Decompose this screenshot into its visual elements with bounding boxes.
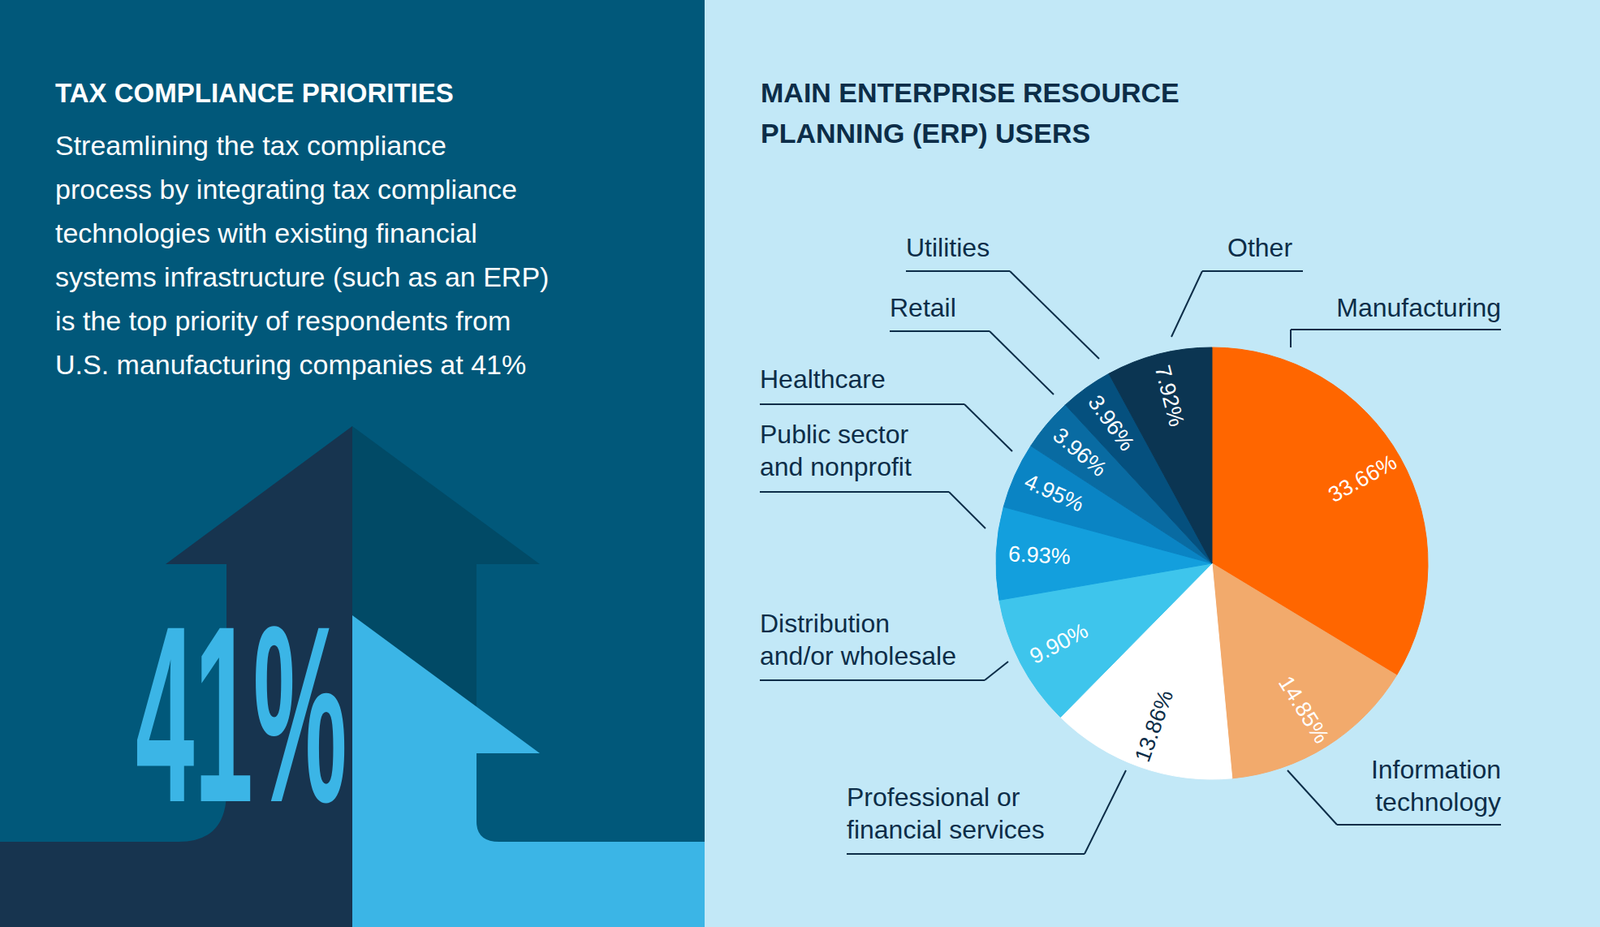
svg-text:Professional orfinancial servi: Professional orfinancial services <box>846 782 1045 845</box>
svg-text:3.96%: 3.96% <box>1082 390 1139 456</box>
svg-text:MAIN ENTERPRISE RESOURCEPLANNI: MAIN ENTERPRISE RESOURCEPLANNING (ERP) U… <box>760 77 1180 149</box>
svg-text:Distributionand/or wholesale: Distributionand/or wholesale <box>759 608 957 671</box>
svg-text:Public sectorand nonprofit: Public sectorand nonprofit <box>759 419 912 482</box>
svg-text:Other: Other <box>1227 232 1293 263</box>
svg-text:TAX COMPLIANCE PRIORITIES: TAX COMPLIANCE PRIORITIES <box>55 77 454 108</box>
svg-text:Informationtechnology: Informationtechnology <box>1371 754 1501 817</box>
svg-text:Manufacturing: Manufacturing <box>1336 293 1501 323</box>
svg-text:3.96%: 3.96% <box>1047 422 1112 482</box>
svg-text:9.90%: 9.90% <box>1026 618 1093 669</box>
svg-text:4.95%: 4.95% <box>1021 469 1088 518</box>
svg-text:Retail: Retail <box>889 293 957 323</box>
svg-text:Healthcare: Healthcare <box>759 364 886 394</box>
svg-text:13.86%: 13.86% <box>1129 686 1178 765</box>
svg-text:Utilities: Utilities <box>905 232 990 263</box>
svg-text:41%: 41% <box>135 573 348 855</box>
svg-text:33.66%: 33.66% <box>1323 449 1402 508</box>
svg-text:6.93%: 6.93% <box>1007 541 1071 570</box>
svg-text:Streamlining the tax complianc: Streamlining the tax complianceprocess b… <box>55 129 549 380</box>
svg-text:14.85%: 14.85% <box>1273 672 1334 749</box>
svg-text:7.92%: 7.92% <box>1150 362 1190 430</box>
